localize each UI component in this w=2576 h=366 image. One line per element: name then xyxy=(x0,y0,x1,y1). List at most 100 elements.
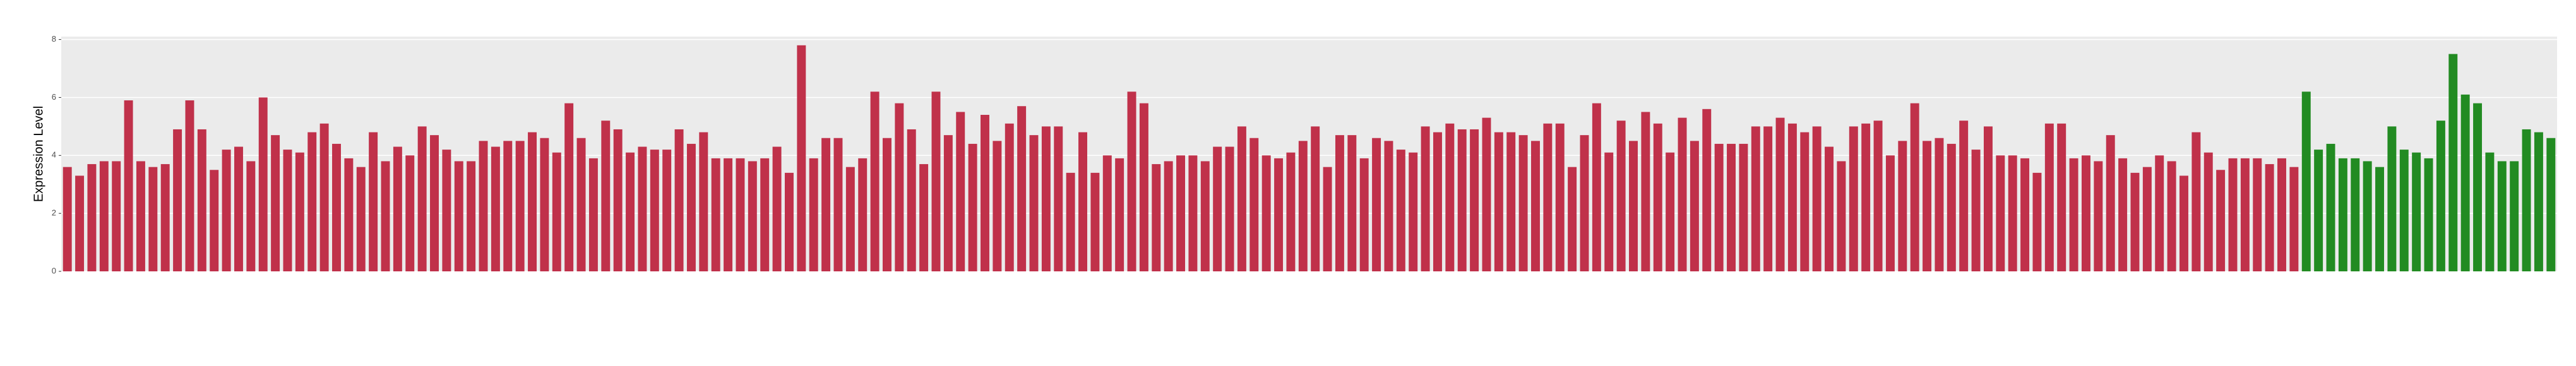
bar xyxy=(772,146,782,271)
bar xyxy=(1298,141,1308,271)
bar xyxy=(1078,132,1087,271)
bar xyxy=(210,170,219,271)
bar xyxy=(2448,54,2458,272)
bar xyxy=(283,150,292,271)
bar xyxy=(956,112,965,271)
bar xyxy=(1580,135,1589,271)
bar xyxy=(479,141,488,271)
bar xyxy=(2253,158,2262,271)
bar xyxy=(552,152,561,271)
bar xyxy=(63,167,72,271)
bar xyxy=(1396,150,1405,271)
bar xyxy=(2473,103,2483,271)
bar xyxy=(124,100,133,271)
bar xyxy=(1482,117,1491,271)
bar xyxy=(2265,164,2274,271)
bar xyxy=(1923,141,1932,271)
bar xyxy=(1873,121,1883,271)
bar xyxy=(295,152,304,271)
bar xyxy=(2277,158,2286,271)
bar xyxy=(626,152,635,271)
bar xyxy=(148,167,158,271)
bar xyxy=(2363,161,2372,271)
bar xyxy=(2314,150,2323,271)
bar xyxy=(674,129,684,271)
bar xyxy=(760,158,770,271)
bar xyxy=(1005,123,1014,271)
bar xyxy=(638,146,647,271)
bar xyxy=(1971,150,1981,271)
bar xyxy=(1029,135,1039,271)
bar xyxy=(1996,155,2005,271)
bar xyxy=(344,158,354,271)
bar xyxy=(1592,103,1601,271)
bar xyxy=(222,150,231,271)
bar xyxy=(2424,158,2433,271)
bar xyxy=(2228,158,2238,271)
bar xyxy=(2094,161,2103,271)
bar xyxy=(319,123,329,271)
bar xyxy=(75,175,85,271)
bar xyxy=(1739,143,1748,271)
bar xyxy=(1384,141,1393,271)
bar xyxy=(417,126,427,271)
bar xyxy=(1164,161,1173,271)
bar xyxy=(1335,135,1344,271)
bar xyxy=(1714,143,1724,271)
bar xyxy=(491,146,500,271)
bar xyxy=(1090,172,1100,271)
bar xyxy=(1861,123,1871,271)
bar xyxy=(662,150,672,271)
bar xyxy=(356,167,366,271)
bar xyxy=(1359,158,1369,271)
bar xyxy=(1751,126,1760,271)
bar xyxy=(173,129,182,271)
bar xyxy=(1066,172,1075,271)
bar xyxy=(1421,126,1430,271)
bar xyxy=(2289,167,2299,271)
bar xyxy=(454,161,463,271)
bar xyxy=(2534,132,2543,271)
bar xyxy=(2497,161,2507,271)
bar xyxy=(1470,129,1479,271)
bar xyxy=(2460,94,2470,271)
bar xyxy=(2008,155,2017,271)
y-tick-label: 0 xyxy=(52,266,56,275)
y-tick-label: 2 xyxy=(52,208,56,218)
bar xyxy=(2203,152,2213,271)
bar xyxy=(1200,161,1210,271)
y-axis-label: Expression Level xyxy=(32,106,45,202)
bar xyxy=(1127,92,1136,271)
bar xyxy=(2485,152,2495,271)
y-tick-label: 8 xyxy=(52,34,56,44)
bar xyxy=(1176,155,1186,271)
bar xyxy=(1935,138,1944,271)
bar xyxy=(2216,170,2226,271)
bar xyxy=(1237,126,1246,271)
bar xyxy=(1152,164,1161,271)
bar xyxy=(1616,121,1626,271)
bar xyxy=(503,141,513,271)
bar xyxy=(234,146,243,271)
y-tick-label: 6 xyxy=(52,92,56,102)
bar xyxy=(1702,109,1712,271)
bar xyxy=(1727,143,1736,271)
bar xyxy=(2351,158,2360,271)
bar xyxy=(1983,126,1993,271)
bar xyxy=(2375,167,2385,271)
bar xyxy=(2326,143,2335,271)
bar xyxy=(1898,141,1907,271)
bar xyxy=(833,138,843,271)
bar xyxy=(2142,167,2152,271)
bar xyxy=(99,161,109,271)
bar xyxy=(1249,138,1259,271)
bar xyxy=(381,161,390,271)
bar xyxy=(1690,141,1699,271)
bar xyxy=(1555,123,1565,271)
bar xyxy=(87,164,97,271)
bar xyxy=(993,141,1002,271)
bar xyxy=(784,172,794,271)
plot-background xyxy=(61,37,2557,271)
bar xyxy=(1653,123,1662,271)
